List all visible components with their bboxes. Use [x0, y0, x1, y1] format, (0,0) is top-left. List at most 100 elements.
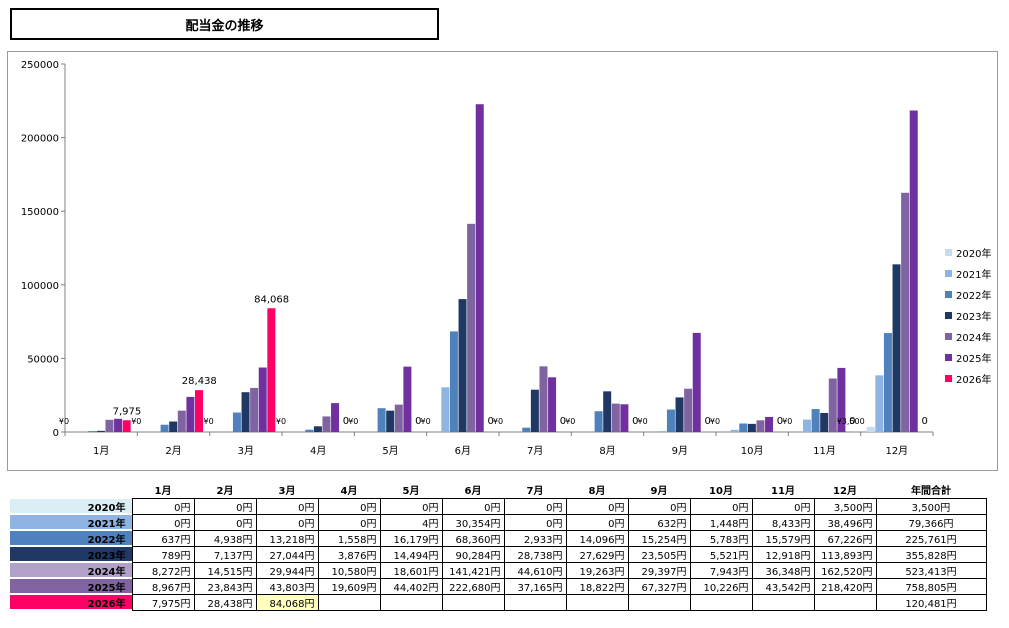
- row-year-label: 2022年: [10, 530, 132, 546]
- table-cell: 8,433円: [751, 513, 815, 531]
- row-year-text: 2025年: [87, 582, 126, 594]
- legend-label: 2025年: [956, 354, 992, 365]
- row-total: 79,366円: [875, 513, 987, 531]
- x-tick-label: 9月: [672, 445, 688, 457]
- table-cell: 16,179円: [379, 529, 443, 547]
- y-tick-label: 100000: [21, 281, 59, 292]
- table-row: 2021年 0円 0円 0円 0円 4円 30,354円 0円 0円 632円 1,448円 8,43…: [10, 513, 987, 531]
- bar: [892, 264, 901, 432]
- bar: [675, 397, 684, 432]
- legend-item: 2020年: [945, 242, 991, 263]
- table-cell: 43,803円: [255, 577, 319, 595]
- bar: [122, 420, 131, 432]
- data-label: ¥0: [59, 417, 69, 426]
- data-label: ¥0: [565, 417, 575, 426]
- table-cell: 0円: [255, 497, 319, 515]
- table-cell: [565, 593, 629, 611]
- data-label: ¥0: [276, 417, 286, 426]
- column-header: 11月: [771, 486, 795, 498]
- bar: [114, 418, 123, 432]
- bar: [88, 431, 97, 432]
- bar: [539, 366, 548, 432]
- row-total: 355,828円: [875, 545, 987, 563]
- table-cell: 5,521円: [689, 545, 753, 563]
- table-row: 2020年 0円 0円 0円 0円 0円 0円 0円 0円 0円 0円 0円 3,500円 3,500円: [10, 497, 987, 515]
- row-color-swatch: [10, 595, 132, 609]
- table-cell: 14,096円: [565, 529, 629, 547]
- legend-item: 2025年: [945, 347, 991, 368]
- bar: [467, 223, 476, 432]
- table-cell: 637円: [131, 529, 195, 547]
- table-cell: 8,272円: [131, 561, 195, 579]
- dividend-table-grid: 1月 2月 3月 4月 5月 6月 7月 8月 9月 10月 11月 12月 年間合計 2020年 0円 0円…: [10, 482, 987, 611]
- table-cell: 19,609円: [317, 577, 381, 595]
- row-year-text: 2021年: [87, 518, 126, 530]
- row-color-swatch: [10, 499, 132, 513]
- bar: [475, 104, 484, 433]
- table-cell: 7,943円: [689, 561, 753, 579]
- table-cell: 632円: [627, 513, 691, 531]
- table-cell: 0円: [193, 497, 257, 515]
- table-cell: 3,876円: [317, 545, 381, 563]
- legend-item: 2023年: [945, 305, 991, 326]
- bar: [313, 426, 322, 432]
- legend-label: 2021年: [956, 270, 992, 281]
- x-tick-label: 2月: [165, 445, 181, 457]
- y-tick-label: 250000: [21, 60, 59, 71]
- bar: [403, 366, 412, 432]
- table-cell: 0円: [379, 497, 443, 515]
- table-cell: 18,601円: [379, 561, 443, 579]
- y-tick-label: 50000: [27, 354, 59, 365]
- table-cell: 7,137円: [193, 545, 257, 563]
- table-cell: [751, 593, 815, 611]
- column-header: 5月: [402, 486, 420, 498]
- bar: [322, 416, 331, 432]
- table-cell: 0円: [317, 497, 381, 515]
- bar: [548, 377, 557, 432]
- table-cell: 28,738円: [503, 545, 567, 563]
- column-header: 1月: [154, 486, 172, 498]
- table-cell: 10,226円: [689, 577, 753, 595]
- table-cell: 0円: [503, 513, 567, 531]
- y-tick-label: 200000: [21, 134, 59, 145]
- x-tick-label: 8月: [599, 445, 615, 457]
- dividend-table: 1月 2月 3月 4月 5月 6月 7月 8月 9月 10月 11月 12月 年間合計 2020年 0円 0円…: [10, 482, 987, 611]
- table-cell: 36,348円: [751, 561, 815, 579]
- bar: [620, 404, 629, 432]
- column-header: 3月: [278, 486, 296, 498]
- bar: [250, 387, 259, 432]
- bar: [739, 423, 748, 432]
- table-header-row: 1月 2月 3月 4月 5月 6月 7月 8月 9月 10月 11月 12月 年間合計: [10, 482, 986, 498]
- legend-swatch: [945, 354, 952, 361]
- data-label: 0: [632, 416, 638, 427]
- column-header: 6月: [464, 486, 482, 498]
- legend-item: 2026年: [945, 368, 991, 389]
- legend-label: 2024年: [956, 333, 992, 344]
- table-cell: [813, 593, 877, 611]
- bar: [730, 429, 739, 432]
- table-cell: 789円: [131, 545, 195, 563]
- x-tick-label: 10月: [741, 445, 764, 457]
- data-label: 0: [415, 416, 421, 427]
- bar: [449, 331, 458, 432]
- bar: [105, 419, 114, 432]
- table-cell: 90,284円: [441, 545, 505, 563]
- legend-swatch: [945, 249, 952, 256]
- data-label: 7,975: [113, 406, 142, 417]
- row-total: 523,413円: [875, 561, 987, 579]
- row-year-text: 2020年: [87, 502, 126, 514]
- data-label: 28,438: [182, 376, 217, 387]
- data-label: ¥0: [493, 417, 503, 426]
- table-cell: 7,975円: [131, 593, 195, 611]
- table-cell: 44,610円: [503, 561, 567, 579]
- row-year-label: 2025年: [10, 578, 132, 594]
- row-color-swatch: [10, 515, 132, 529]
- row-year-label: 2021年: [10, 514, 132, 530]
- bar: [305, 429, 314, 432]
- chart-title-text: 配当金の推移: [185, 18, 264, 34]
- bar: [441, 387, 450, 432]
- row-year-text: 2022年: [87, 534, 126, 546]
- table-cell: 0円: [751, 497, 815, 515]
- column-header: 4月: [340, 486, 358, 498]
- x-tick-label: 1月: [93, 445, 109, 457]
